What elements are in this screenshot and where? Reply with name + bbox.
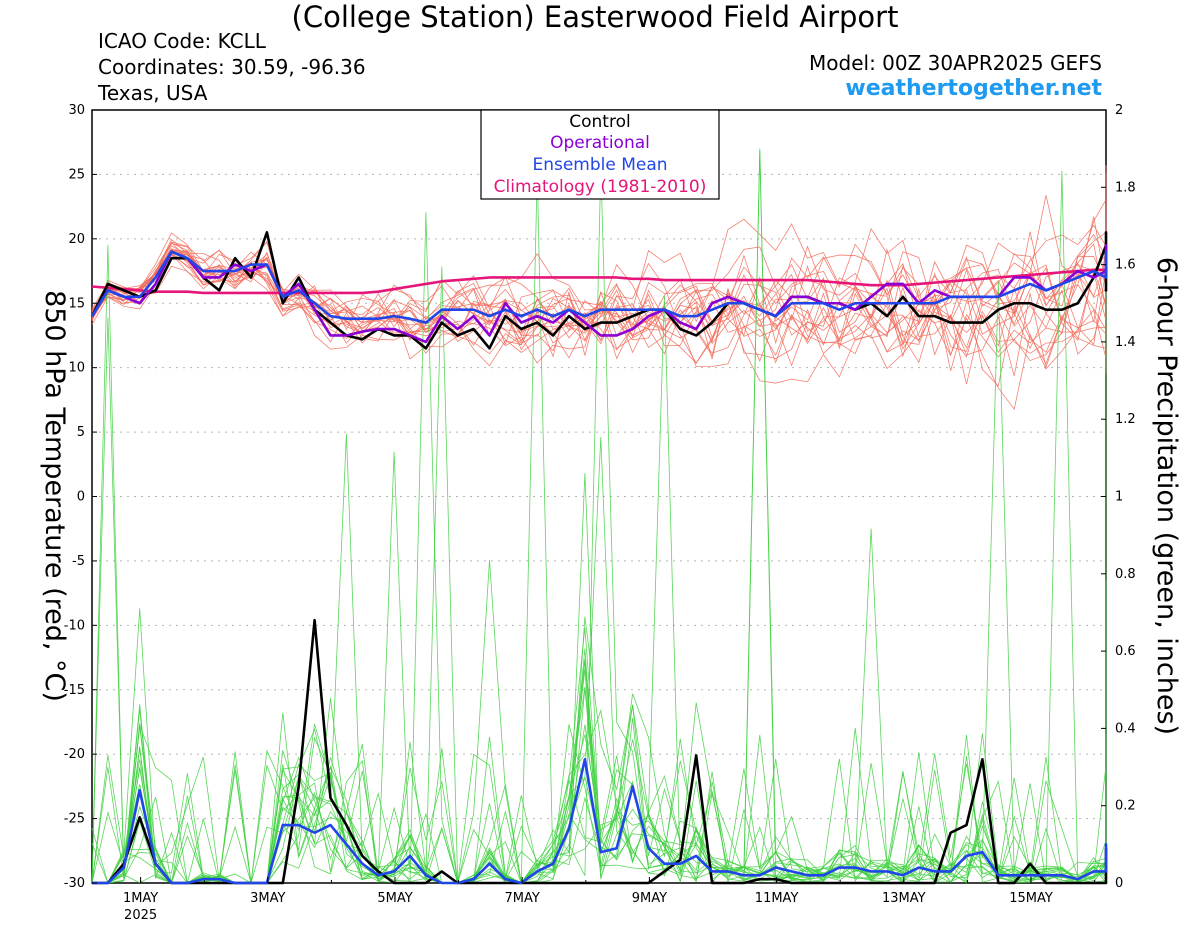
x-tick-label: 9MAY <box>632 891 667 906</box>
temp-member-line <box>91 212 1107 377</box>
temp-member-line <box>91 218 1107 352</box>
y2-tick-label: 2 <box>1115 103 1123 118</box>
coordinates: Coordinates: 30.59, -96.36 <box>98 55 366 79</box>
precip-member-line <box>92 528 1107 884</box>
precip-member-line <box>91 317 1107 884</box>
x-tick-label: 13MAY <box>882 891 926 906</box>
precip-member-line <box>92 281 1107 884</box>
y-tick-label: 0 <box>77 490 85 505</box>
icao-code: ICAO Code: KCLL <box>98 29 266 53</box>
y2-axis-label: 6-hour Precipitation (green, inches) <box>1151 257 1182 735</box>
y-tick-label: 15 <box>68 296 85 311</box>
legend-operational: Operational <box>550 133 650 153</box>
y-axis-label: 850 hPa Temperature (red, °C) <box>39 290 70 702</box>
x-tick-label: 7MAY <box>505 891 540 906</box>
x-axis: 1MAY 2025 3MAY 5MAY 7MAY 9MAY 11MAY 13MAY 15MAY <box>123 877 1096 923</box>
region: Texas, USA <box>98 81 208 105</box>
y2-tick-label: 0.2 <box>1115 799 1136 814</box>
grid <box>92 173 1106 820</box>
temp-member-line <box>91 224 1107 364</box>
precip-member-line <box>92 433 1107 884</box>
y2-tick-label: 0 <box>1115 876 1123 891</box>
legend-box <box>480 109 720 200</box>
temp-member-line <box>91 246 1107 360</box>
legend-ensemble-mean: Ensemble Mean <box>532 155 667 175</box>
y-tick-label: -25 <box>64 812 85 827</box>
y2-tick-label: 1 <box>1115 490 1123 505</box>
precip-member-line <box>92 166 1107 884</box>
x-tick-label: 3MAY <box>250 891 285 906</box>
y-axis-right: 2 1.8 1.6 1.4 1.2 1 0.8 0.6 0.4 0.2 0 <box>1101 103 1136 891</box>
site-name[interactable]: weathertogether.net <box>845 76 1102 101</box>
temp-member-line <box>91 231 1107 350</box>
y2-tick-label: 1.4 <box>1115 335 1136 350</box>
y-tick-label: -20 <box>64 747 85 762</box>
x-tick-label: 5MAY <box>377 891 412 906</box>
y2-tick-label: 1.2 <box>1115 412 1136 427</box>
x-tick-label: 1MAY <box>123 891 158 906</box>
y-tick-label: -10 <box>64 618 85 633</box>
y-axis-left: 30 25 20 15 10 5 0 -5 -10 -15 -20 -25 -30 <box>64 103 97 891</box>
y2-tick-label: 0.6 <box>1115 644 1136 659</box>
y-tick-label: 20 <box>68 232 85 247</box>
y2-tick-label: 1.8 <box>1115 180 1136 195</box>
climatology-1981-2010-temp-line <box>91 268 1108 295</box>
y-tick-label: -30 <box>64 876 85 891</box>
legend-control: Control <box>569 112 630 132</box>
x-tick-sublabel: 2025 <box>124 908 157 923</box>
y-tick-label: 25 <box>68 167 85 182</box>
y2-tick-label: 1.6 <box>1115 258 1136 273</box>
y-tick-label: 30 <box>68 103 85 118</box>
ensemble-mean-temp-line <box>90 250 1108 324</box>
page-title: (College Station) Easterwood Field Airpo… <box>291 0 899 34</box>
series-lines <box>90 231 1108 885</box>
precip-member-line <box>92 172 1107 884</box>
x-tick-label: 11MAY <box>755 891 799 906</box>
ensemble-members <box>91 148 1107 885</box>
y-tick-label: 5 <box>77 425 85 440</box>
temp-member-line <box>91 231 1107 364</box>
y-tick-label: 10 <box>68 361 85 376</box>
y-tick-label: -5 <box>72 554 85 569</box>
legend: Control Operational Ensemble Mean Climat… <box>480 109 720 200</box>
x-tick-label: 15MAY <box>1009 891 1053 906</box>
y-tick-label: -15 <box>64 683 85 698</box>
ensemble-mean-precip-line <box>92 758 1108 885</box>
model-run: Model: 00Z 30APR2025 GEFS <box>809 51 1102 75</box>
legend-climatology: Climatology (1981-2010) <box>494 177 707 197</box>
y2-tick-label: 0.4 <box>1115 721 1136 736</box>
y2-tick-label: 0.8 <box>1115 567 1136 582</box>
